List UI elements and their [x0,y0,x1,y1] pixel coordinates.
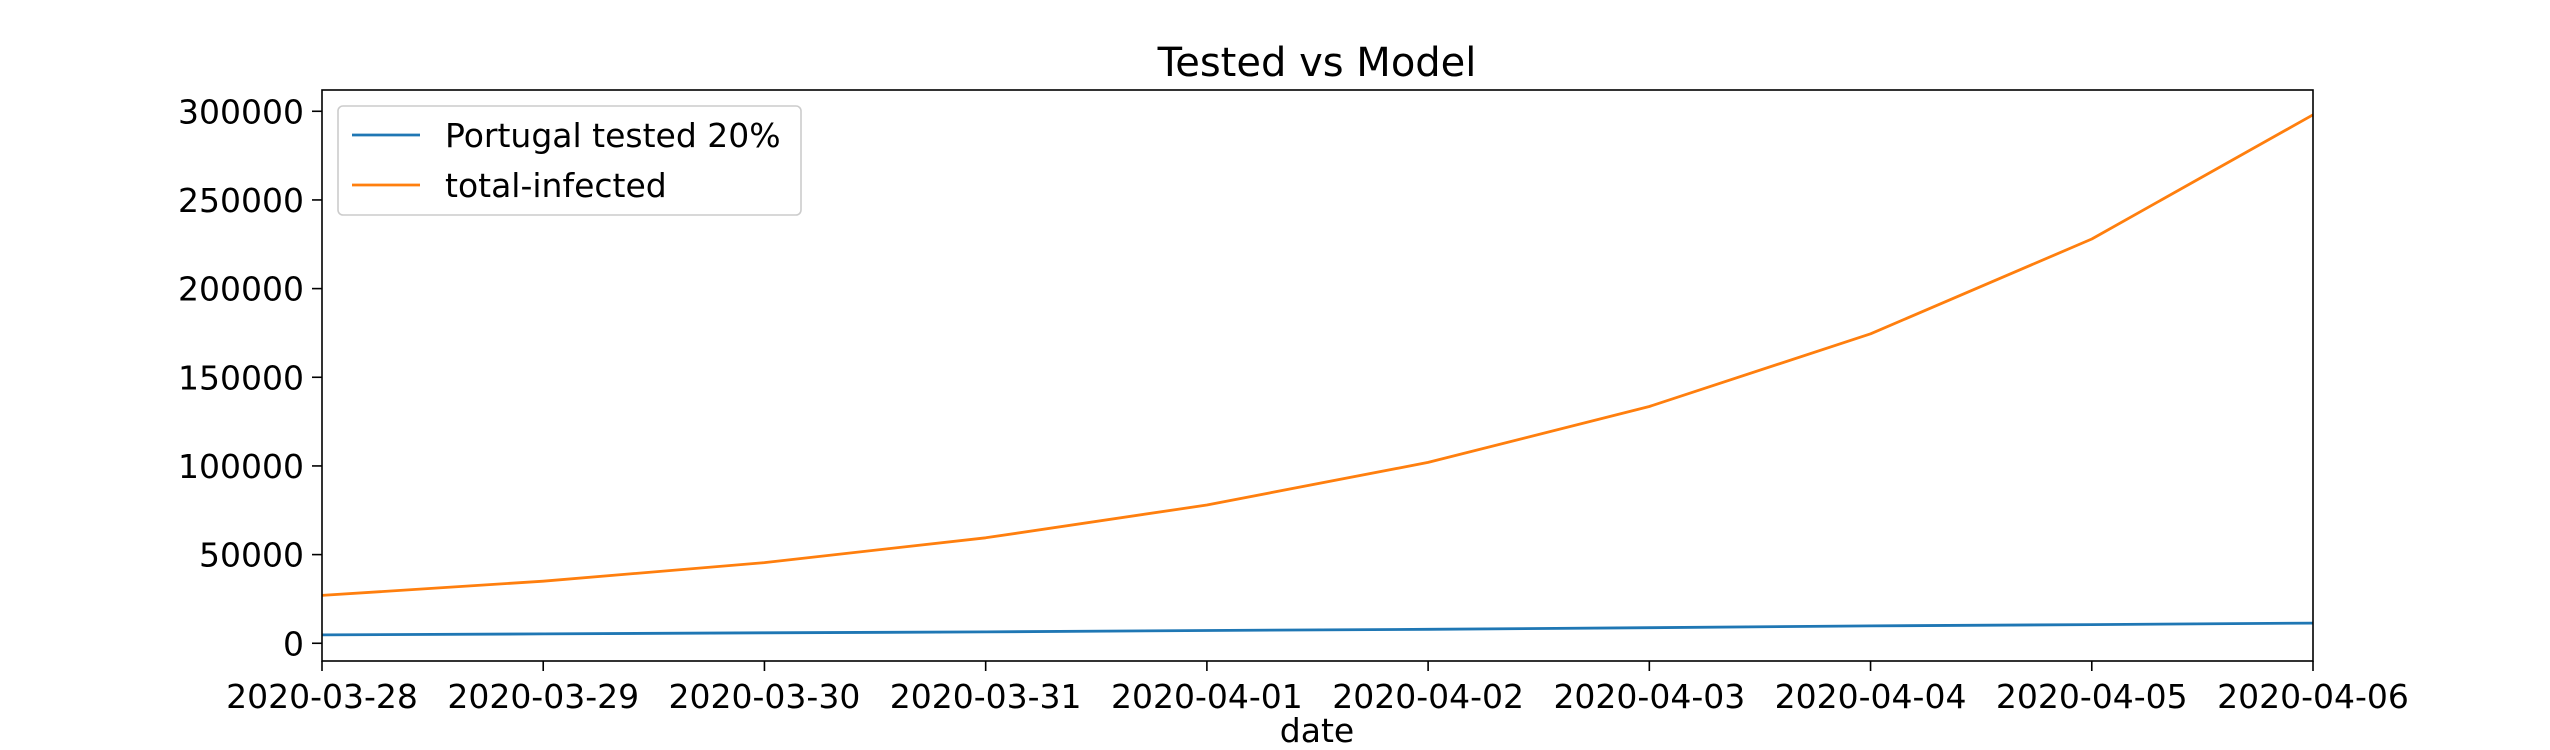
x-axis: 2020-03-28 2020-03-29 2020-03-30 2020-03-31… [226,661,2409,716]
series-line-0 [321,621,2314,637]
y-tick-label: 200000 [178,270,304,309]
plot-frame [321,89,2314,662]
series-line-1 [321,113,2314,597]
x-tick-label: 2020-04-06 [2217,677,2409,716]
y-tick-label: 0 [283,624,304,663]
y-tick-label: 50000 [199,536,304,575]
x-tick-label: 2020-03-29 [447,677,639,716]
legend: Portugal tested 20% total-infected [337,105,802,216]
x-axis-label: date [1280,711,1354,750]
y-tick-label: 100000 [178,447,304,486]
x-tick-label: 2020-04-05 [1996,677,2188,716]
x-tick-label: 2020-03-30 [669,677,861,716]
x-tick-label: 2020-04-02 [1332,677,1524,716]
legend-frame [337,105,802,216]
legend-label-total-infected: total-infected [445,166,667,205]
chart-title: Tested vs Model [1157,40,1477,86]
y-tick-label: 250000 [178,181,304,220]
series-lines [321,113,2314,637]
x-tick-label: 2020-04-04 [1775,677,1967,716]
x-tick-label: 2020-04-01 [1111,677,1303,716]
legend-label-portugal-tested: Portugal tested 20% [445,116,781,155]
x-tick-label: 2020-03-31 [890,677,1082,716]
y-tick-label: 300000 [178,92,304,131]
y-axis: 0 50000 100000 150000 200000 250000 300000 [178,92,322,663]
x-tick-label: 2020-03-28 [226,677,418,716]
x-tick-label: 2020-04-03 [1553,677,1745,716]
y-tick-label: 150000 [178,358,304,397]
